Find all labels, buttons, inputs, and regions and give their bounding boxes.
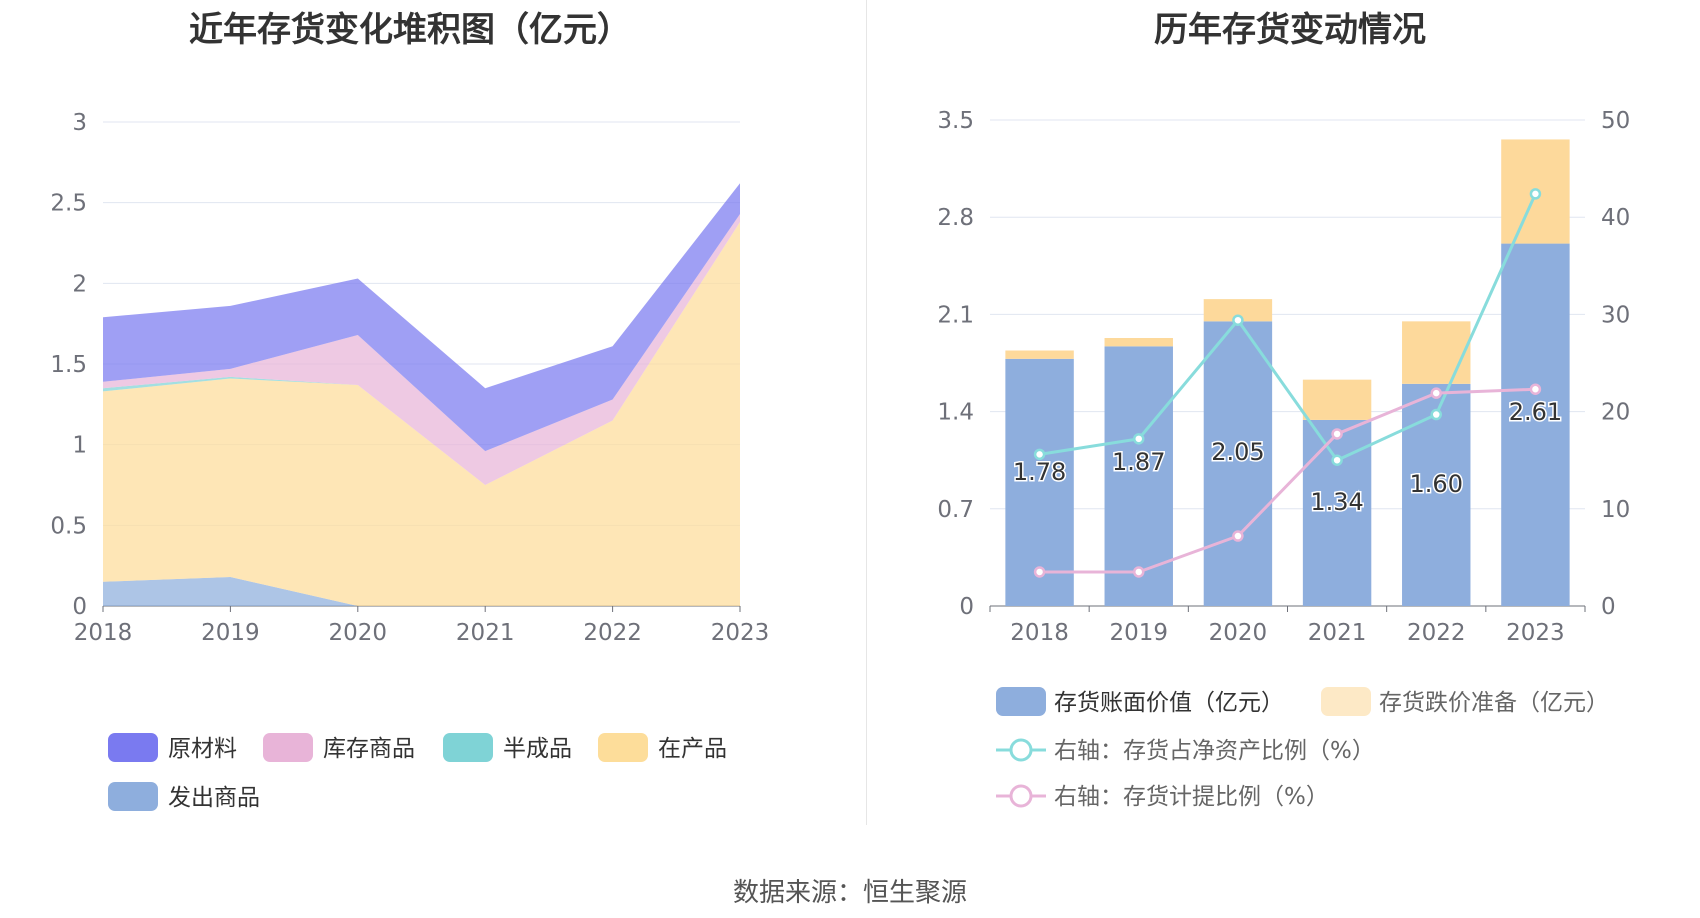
legend-swatch <box>598 733 648 762</box>
x-tick-label: 2022 <box>1407 620 1466 646</box>
y-tick-label: 2.5 <box>50 191 87 217</box>
bar-存货账面价值（亿元） <box>1501 243 1570 606</box>
legend-swatch <box>263 733 313 762</box>
line-point <box>1232 530 1244 542</box>
area-在产品 <box>103 222 740 606</box>
legend-marker <box>1009 784 1033 808</box>
y2-tick-label: 0 <box>1601 594 1616 620</box>
y-tick-label: 2.1 <box>937 302 974 328</box>
legend-label: 半成品 <box>503 736 572 762</box>
legend-label: 存货跌价准备（亿元） <box>1379 690 1609 716</box>
y2-tick-label: 20 <box>1601 400 1630 426</box>
area-库存商品 <box>103 213 740 485</box>
line-point <box>1033 566 1046 578</box>
x-tick-label: 2018 <box>74 620 133 646</box>
y-tick-label: 3 <box>72 110 87 136</box>
bar-value-label: 1.60 <box>1410 470 1463 498</box>
line-point <box>1033 448 1046 461</box>
line-point <box>1529 383 1542 395</box>
bar-value-label: 1.34 <box>1310 488 1363 516</box>
legend-swatch <box>996 687 1046 716</box>
legend-swatch <box>108 782 158 811</box>
bar-存货跌价准备（亿元） <box>1402 321 1471 384</box>
y2-tick-label: 10 <box>1601 497 1630 523</box>
y-tick-label: 0.5 <box>50 513 87 539</box>
bar-存货跌价准备（亿元） <box>1302 379 1372 420</box>
bar-存货跌价准备（亿元） <box>1104 338 1173 347</box>
x-tick-label: 2018 <box>1010 620 1069 646</box>
legend-swatch <box>443 733 493 762</box>
bar-存货跌价准备（亿元） <box>1203 299 1273 322</box>
line-point <box>1331 428 1343 440</box>
bar-value-label: 1.87 <box>1112 448 1165 476</box>
stacked-area-chart: 0 0.5 1 1.5 2 2.5 3 2018 2019 2020 2021 2022 2023 原材料… <box>50 110 770 811</box>
legend-marker <box>1009 738 1033 762</box>
line-point <box>1529 188 1542 200</box>
legend-label: 存货账面价值（亿元） <box>1054 690 1284 716</box>
y2-tick-label: 30 <box>1601 302 1630 328</box>
legend-label: 在产品 <box>658 736 727 762</box>
legend-swatch <box>1321 687 1371 716</box>
line-point <box>1430 387 1442 399</box>
y-tick-label: 0 <box>959 594 974 620</box>
left-chart-title: 近年存货变化堆积图（亿元） <box>189 10 631 50</box>
line-point <box>1331 454 1343 466</box>
line-point <box>1430 408 1442 421</box>
y2-tick-label: 40 <box>1601 205 1630 231</box>
y-tick-label: 1.5 <box>50 352 87 378</box>
y-tick-label: 1 <box>72 433 87 459</box>
bar-value-label: 2.05 <box>1211 438 1264 466</box>
data-source: 数据来源：恒生聚源 <box>732 878 967 908</box>
x-tick-label: 2020 <box>1209 620 1268 646</box>
x-tick-label: 2023 <box>711 620 770 646</box>
inventory-bar-line-chart: 0 0.7 1.4 2.1 2.8 3.5 0 10 20 30 40 50 2018 2019 2020 2… <box>937 108 1630 810</box>
y-tick-label: 0.7 <box>937 497 974 523</box>
y2-tick-label: 50 <box>1601 108 1630 134</box>
legend-swatch <box>108 733 158 762</box>
bar-存货账面价值（亿元） <box>1402 383 1471 606</box>
bar-存货账面价值（亿元） <box>1005 358 1074 606</box>
legend-label: 原材料 <box>168 736 237 762</box>
y-tick-label: 0 <box>72 594 87 620</box>
bar-value-label: 2.61 <box>1509 398 1562 426</box>
area-发出商品 <box>103 576 740 606</box>
x-tick-label: 2019 <box>1109 620 1168 646</box>
legend-label: 右轴：存货计提比例（%） <box>1054 784 1329 810</box>
line-右轴：存货计提比例（%） <box>1039 387 1536 574</box>
right-chart-title: 历年存货变动情况 <box>1154 10 1426 50</box>
x-tick-label: 2019 <box>201 620 260 646</box>
area-原材料 <box>103 183 740 452</box>
bar-存货跌价准备（亿元） <box>1005 350 1074 359</box>
line-point <box>1133 566 1145 578</box>
x-tick-label: 2023 <box>1506 620 1565 646</box>
y-tick-label: 2.8 <box>937 205 974 231</box>
x-tick-label: 2020 <box>329 620 388 646</box>
x-tick-label: 2021 <box>456 620 515 646</box>
line-右轴：存货占净资产比例（%） <box>1039 193 1537 463</box>
line-point <box>1133 433 1145 445</box>
y-tick-label: 3.5 <box>937 108 974 134</box>
x-tick-label: 2022 <box>583 620 642 646</box>
legend-label: 右轴：存货占净资产比例（%） <box>1054 738 1375 764</box>
bar-存货账面价值（亿元） <box>1203 321 1273 606</box>
bar-value-label: 1.78 <box>1013 458 1066 486</box>
y-tick-label: 1.4 <box>937 400 974 426</box>
legend-label: 发出商品 <box>168 785 260 811</box>
x-tick-label: 2021 <box>1308 620 1367 646</box>
y-tick-label: 2 <box>72 271 87 297</box>
line-point <box>1232 314 1244 326</box>
panel-divider <box>866 0 867 825</box>
legend-label: 库存商品 <box>323 736 415 762</box>
